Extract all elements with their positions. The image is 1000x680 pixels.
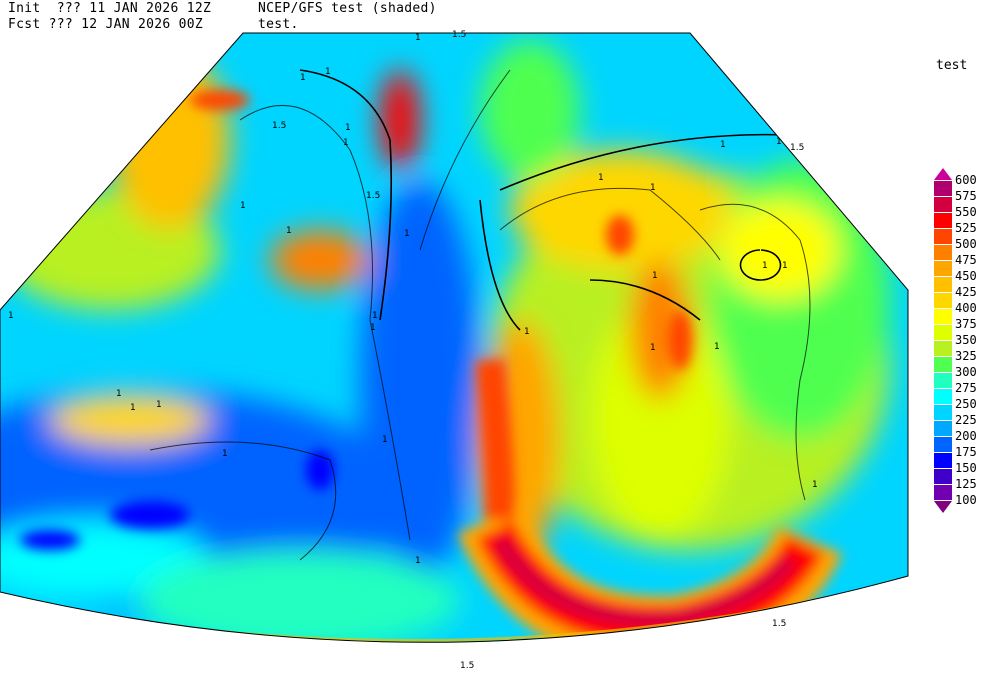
contour-label: 1.5	[272, 121, 286, 131]
colorbar-label: 100	[955, 493, 977, 507]
contour-label: 1	[372, 311, 378, 321]
colorbar-swatch	[934, 197, 952, 212]
colorbar-swatch	[934, 357, 952, 372]
contour-label: 1	[8, 311, 14, 321]
colorbar-label: 525	[955, 221, 977, 235]
contour-label: 1	[345, 123, 351, 133]
colorbar-swatch	[934, 181, 952, 196]
contour-label: 1	[598, 173, 604, 183]
contour-label: 1	[343, 138, 349, 148]
colorbar-label: 200	[955, 429, 977, 443]
colorbar-swatch	[934, 341, 952, 356]
colorbar-title: test	[936, 58, 968, 73]
colorbar-label: 425	[955, 285, 977, 299]
colorbar-swatch	[934, 389, 952, 404]
colorbar-label: 550	[955, 205, 977, 219]
contour-label: 1.5	[452, 30, 466, 40]
colorbar	[934, 168, 952, 513]
contour-label: 1	[415, 556, 421, 566]
colorbar-label: 125	[955, 477, 977, 491]
colorbar-swatch	[934, 277, 952, 292]
colorbar-swatch	[934, 261, 952, 276]
contour-label: 1	[650, 343, 656, 353]
colorbar-swatch	[934, 213, 952, 228]
colorbar-label: 275	[955, 381, 977, 395]
colorbar-label: 400	[955, 301, 977, 315]
contour-label: 1	[116, 389, 122, 399]
colorbar-label: 250	[955, 397, 977, 411]
colorbar-over-arrow	[934, 168, 952, 180]
map-border	[0, 32, 909, 643]
contour-label: 1.5	[366, 191, 380, 201]
contour-label: 1	[370, 323, 376, 333]
colorbar-label: 475	[955, 253, 977, 267]
contour-label: 1	[156, 400, 162, 410]
contour-label: 1	[404, 229, 410, 239]
contour-label: 1	[382, 435, 388, 445]
contour-label: 1	[286, 226, 292, 236]
contour-label: 1	[720, 140, 726, 150]
contour-label: 1	[652, 271, 658, 281]
contour-label: 1	[130, 403, 136, 413]
forecast-time-label: Fcst ??? 12 JAN 2026 00Z	[8, 17, 204, 32]
colorbar-swatch	[934, 293, 952, 308]
colorbar-label: 325	[955, 349, 977, 363]
init-time-label: Init ??? 11 JAN 2026 12Z	[8, 1, 212, 16]
colorbar-swatch	[934, 405, 952, 420]
contour-label: 1	[650, 183, 656, 193]
contour-label: 1.5	[460, 661, 474, 671]
colorbar-swatch	[934, 373, 952, 388]
colorbar-label: 150	[955, 461, 977, 475]
contour-label: 1	[222, 449, 228, 459]
colorbar-label: 225	[955, 413, 977, 427]
colorbar-swatch	[934, 245, 952, 260]
colorbar-swatch	[934, 453, 952, 468]
colorbar-label: 350	[955, 333, 977, 347]
contour-label: 1	[812, 480, 818, 490]
model-title: NCEP/GFS test (shaded)	[258, 1, 437, 16]
colorbar-label: 600	[955, 173, 977, 187]
contour-label: 1	[776, 137, 782, 147]
contour-label: 1	[300, 73, 306, 83]
colorbar-swatch	[934, 469, 952, 484]
colorbar-swatch	[934, 309, 952, 324]
colorbar-label: 375	[955, 317, 977, 331]
colorbar-swatch	[934, 421, 952, 436]
contour-label: 1	[524, 327, 530, 337]
contour-lines	[299, 69, 791, 331]
contour-label: 1	[240, 201, 246, 211]
colorbar-label: 575	[955, 189, 977, 203]
colorbar-label: 175	[955, 445, 977, 459]
contour-label: 1.5	[790, 143, 804, 153]
contour-label: 1	[325, 67, 331, 77]
colorbar-swatch	[934, 325, 952, 340]
contour-label: 1	[782, 261, 788, 271]
field-title: test.	[258, 17, 299, 32]
colorbar-swatch	[934, 437, 952, 452]
contour-label: 1	[415, 33, 421, 43]
colorbar-swatch	[934, 485, 952, 500]
contour-label: 1	[762, 261, 768, 271]
colorbar-label: 500	[955, 237, 977, 251]
colorbar-label: 300	[955, 365, 977, 379]
colorbar-label: 450	[955, 269, 977, 283]
contour-label: 1.5	[772, 619, 786, 629]
colorbar-under-arrow	[934, 501, 952, 513]
contour-label: 1	[714, 342, 720, 352]
colorbar-swatch	[934, 229, 952, 244]
